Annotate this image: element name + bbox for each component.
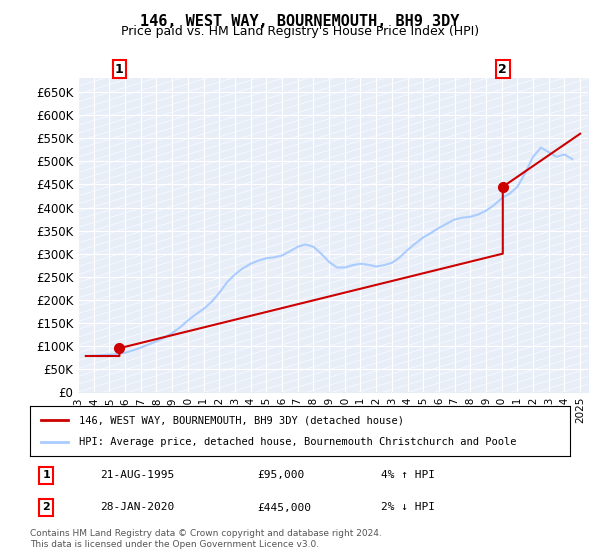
Text: 2% ↓ HPI: 2% ↓ HPI [381, 502, 435, 512]
Text: 4% ↑ HPI: 4% ↑ HPI [381, 470, 435, 480]
Text: 28-JAN-2020: 28-JAN-2020 [100, 502, 175, 512]
Text: 2: 2 [43, 502, 50, 512]
Text: Contains HM Land Registry data © Crown copyright and database right 2024.
This d: Contains HM Land Registry data © Crown c… [30, 529, 382, 549]
Text: 21-AUG-1995: 21-AUG-1995 [100, 470, 175, 480]
Text: HPI: Average price, detached house, Bournemouth Christchurch and Poole: HPI: Average price, detached house, Bour… [79, 437, 516, 447]
Text: 146, WEST WAY, BOURNEMOUTH, BH9 3DY (detached house): 146, WEST WAY, BOURNEMOUTH, BH9 3DY (det… [79, 415, 404, 425]
Text: £95,000: £95,000 [257, 470, 304, 480]
Text: £445,000: £445,000 [257, 502, 311, 512]
Text: 1: 1 [43, 470, 50, 480]
Text: 2: 2 [499, 63, 507, 76]
Text: 146, WEST WAY, BOURNEMOUTH, BH9 3DY: 146, WEST WAY, BOURNEMOUTH, BH9 3DY [140, 14, 460, 29]
Text: 1: 1 [115, 63, 124, 76]
Text: Price paid vs. HM Land Registry's House Price Index (HPI): Price paid vs. HM Land Registry's House … [121, 25, 479, 38]
